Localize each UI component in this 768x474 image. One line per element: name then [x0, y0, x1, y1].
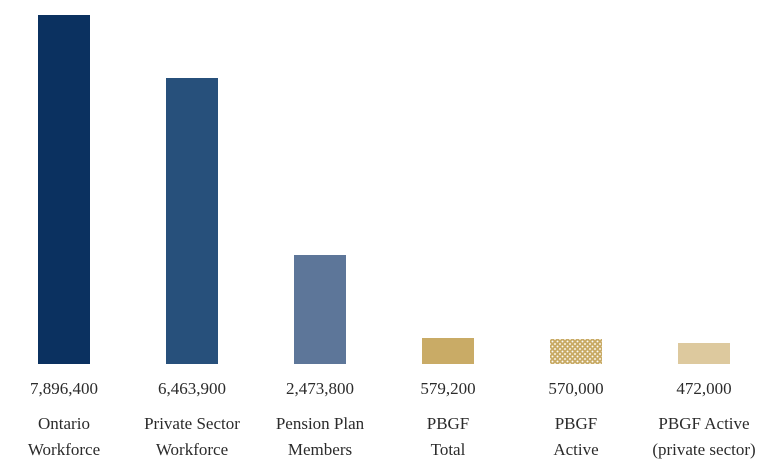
value-label: 472,000	[676, 379, 732, 398]
column-ontario-workforce: 7,896,400 Ontario Workforce	[0, 0, 128, 474]
bar-pbgf-total	[422, 338, 474, 364]
column-pbgf-active-private-sector: 472,000 PBGF Active (private sector)	[640, 0, 768, 474]
category-line-1: Private Sector	[144, 414, 240, 433]
category-line-1: Pension Plan	[275, 414, 365, 433]
category-line-2: Members	[287, 440, 353, 459]
category-line-2: Active	[553, 440, 599, 459]
category-label: Pension Plan Members	[276, 411, 364, 463]
category-line-2: Total	[430, 440, 466, 459]
bar-zone	[640, 0, 768, 364]
column-pbgf-total: 579,200 PBGF Total	[384, 0, 512, 474]
bar-pension-plan-members	[294, 255, 346, 364]
value-label: 2,473,800	[286, 379, 354, 398]
column-pbgf-active: 570,000 PBGF Active	[512, 0, 640, 474]
value-label: 7,896,400	[30, 379, 98, 398]
category-label: PBGF Active (private sector)	[652, 411, 755, 463]
bar-private-sector-workforce	[166, 78, 218, 364]
bar-zone	[512, 0, 640, 364]
bar-zone	[256, 0, 384, 364]
bar-pbgf-active-private-sector	[678, 343, 730, 364]
category-label: PBGF Active	[553, 411, 598, 463]
category-line-2: (private sector)	[652, 440, 756, 459]
category-line-2: Workforce	[27, 440, 101, 459]
bar-zone	[384, 0, 512, 364]
value-label: 579,200	[420, 379, 476, 398]
bar-zone	[0, 0, 128, 364]
category-label: PBGF Total	[427, 411, 470, 463]
category-line-1: PBGF	[426, 414, 470, 433]
value-label: 570,000	[548, 379, 604, 398]
value-label: 6,463,900	[158, 379, 226, 398]
column-private-sector-workforce: 6,463,900 Private Sector Workforce	[128, 0, 256, 474]
bar-pbgf-active	[550, 339, 602, 364]
column-pension-plan-members: 2,473,800 Pension Plan Members	[256, 0, 384, 474]
bar-zone	[128, 0, 256, 364]
category-line-1: PBGF	[554, 414, 598, 433]
category-label: Ontario Workforce	[28, 411, 100, 463]
category-line-2: Workforce	[155, 440, 229, 459]
category-label: Private Sector Workforce	[144, 411, 240, 463]
category-line-1: Ontario	[38, 414, 90, 433]
bar-ontario-workforce	[38, 15, 90, 364]
category-line-1: PBGF Active	[658, 414, 750, 433]
